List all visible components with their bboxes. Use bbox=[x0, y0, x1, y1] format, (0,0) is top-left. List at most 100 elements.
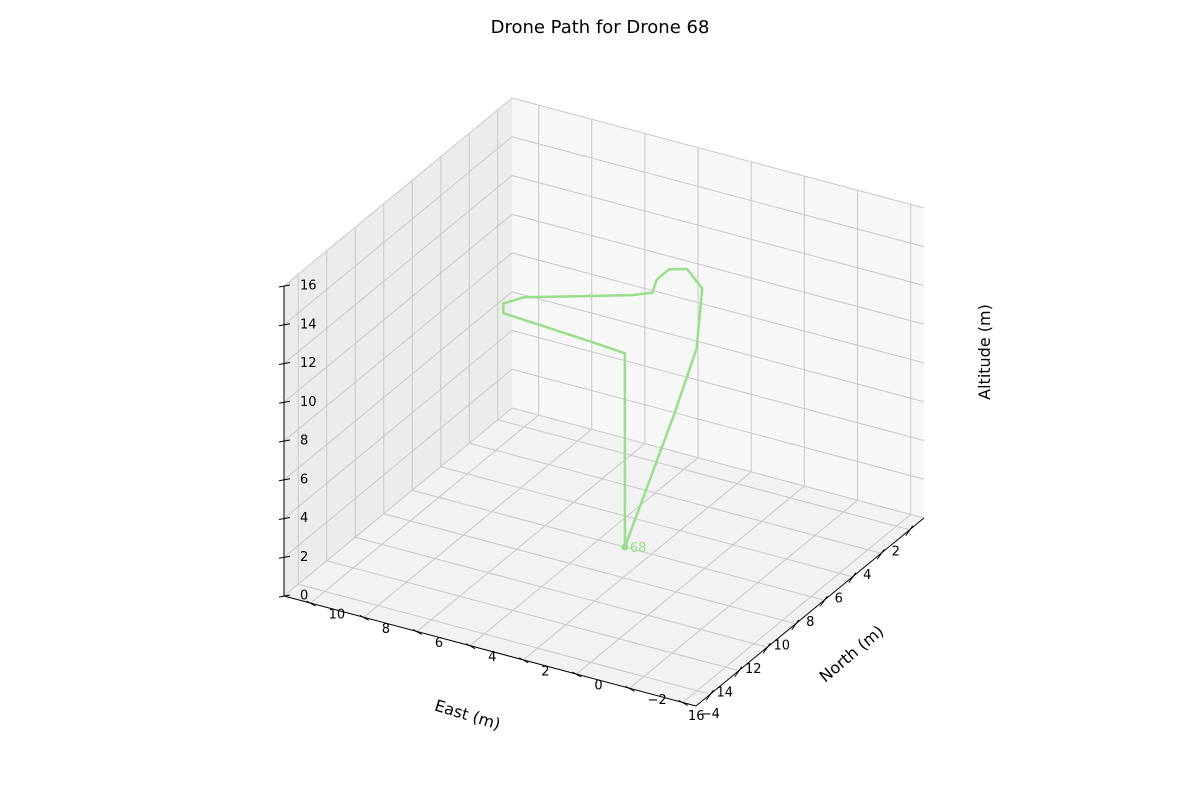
z-tick-mark bbox=[278, 323, 291, 327]
grid-y-floor bbox=[682, 514, 912, 703]
x-tick-label: 4 bbox=[863, 568, 871, 583]
x-tick-mark bbox=[762, 642, 771, 654]
x-tick-mark bbox=[876, 548, 885, 560]
x-tick-mark bbox=[819, 595, 828, 607]
z-axis-label: Altitude (m) bbox=[975, 304, 994, 400]
grid-z-left bbox=[511, 136, 925, 248]
z-tick-label: 12 bbox=[300, 356, 317, 371]
z-tick-mark bbox=[278, 439, 291, 443]
z-tick-label: 2 bbox=[300, 550, 308, 565]
drone-id-label: 68 bbox=[630, 541, 647, 556]
y-tick-mark bbox=[678, 700, 688, 706]
floor-pane bbox=[284, 408, 924, 706]
grid-z-back bbox=[283, 368, 513, 558]
grid-x-floor bbox=[497, 419, 910, 531]
y-tick-label: 4 bbox=[488, 650, 496, 665]
y-tick-mark bbox=[465, 643, 476, 650]
grid-z-left bbox=[511, 330, 925, 441]
grid-y-floor bbox=[629, 499, 858, 689]
y-tick-mark bbox=[306, 600, 316, 607]
y-tick-label: 8 bbox=[382, 622, 390, 637]
z-tick-label: 4 bbox=[300, 511, 308, 526]
grid-x-floor bbox=[298, 583, 711, 695]
y-tick-label: −2 bbox=[648, 693, 667, 708]
start-point-marker bbox=[621, 543, 629, 551]
grid-y-floor bbox=[310, 414, 539, 604]
y-tick-label: 10 bbox=[329, 608, 346, 623]
grid-z-back bbox=[283, 291, 513, 481]
grid-x-floor bbox=[412, 489, 825, 601]
x-tick-label: 2 bbox=[892, 544, 900, 559]
grid-x-floor bbox=[469, 442, 882, 554]
grid-z-left bbox=[511, 213, 925, 325]
y-tick-label: 2 bbox=[541, 664, 549, 679]
grid-y-floor bbox=[576, 485, 805, 675]
x-tick-label: 14 bbox=[716, 685, 733, 700]
drone-path-line bbox=[502, 267, 704, 549]
z-tick-mark bbox=[278, 555, 291, 559]
y-tick-mark bbox=[518, 657, 529, 664]
grid-y-floor bbox=[363, 428, 593, 618]
z-tick-mark bbox=[278, 362, 291, 365]
x-tick-label: 6 bbox=[835, 591, 843, 606]
x-axis-ticks: 2 4 6 8 10 12 14 16 bbox=[688, 525, 914, 724]
y-tick-mark bbox=[412, 629, 423, 635]
grid-x-floor bbox=[440, 466, 853, 578]
grid-z-back bbox=[283, 97, 513, 287]
grid-z-left bbox=[511, 97, 925, 209]
grid-y-floor bbox=[469, 457, 699, 647]
axes-panes bbox=[284, 98, 924, 706]
x-tick-label: 16 bbox=[688, 709, 705, 724]
grid-z-left bbox=[511, 175, 925, 286]
grid-z-back bbox=[283, 252, 513, 442]
grid-z-back bbox=[283, 136, 513, 326]
y-tick-label: −4 bbox=[701, 707, 720, 722]
x-axis-label: East (m) bbox=[432, 696, 502, 734]
grid-z-left bbox=[511, 291, 925, 403]
x-tick-label: 8 bbox=[806, 615, 814, 630]
grid-z-back bbox=[283, 407, 513, 597]
z-tick-mark bbox=[278, 400, 291, 404]
grid-z-left bbox=[511, 252, 925, 364]
chart-title: Drone Path for Drone 68 bbox=[491, 17, 710, 38]
grid-y-floor bbox=[522, 471, 752, 661]
y-tick-mark bbox=[572, 671, 582, 678]
x-tick-mark bbox=[848, 572, 857, 584]
y-axis-label: North (m) bbox=[816, 621, 888, 686]
grid-x-floor bbox=[383, 513, 796, 625]
y-axis-ticks: −4 −2 0 2 4 6 8 10 bbox=[306, 600, 720, 722]
y-tick-label: 6 bbox=[435, 636, 443, 651]
grid-z-back bbox=[283, 175, 513, 364]
z-axis-ticks: 0 2 4 6 8 10 12 14 16 bbox=[278, 279, 317, 604]
z-tick-mark bbox=[278, 517, 291, 520]
x-tick-mark bbox=[734, 666, 743, 678]
z-tick-label: 14 bbox=[300, 317, 317, 332]
z-tick-mark bbox=[278, 284, 291, 288]
grid-y-floor bbox=[416, 443, 646, 632]
grid-z-back bbox=[283, 213, 513, 403]
grid-x-floor bbox=[355, 536, 768, 648]
z-tick-label: 6 bbox=[300, 472, 308, 487]
y-tick-mark bbox=[625, 685, 635, 692]
series-layer: 68 bbox=[502, 267, 704, 556]
grid-lines bbox=[283, 97, 925, 703]
z-tick-label: 0 bbox=[300, 589, 308, 604]
z-tick-mark bbox=[278, 478, 291, 482]
x-tick-mark bbox=[705, 689, 714, 701]
z-tick-label: 16 bbox=[300, 279, 317, 294]
grid-x-floor bbox=[326, 560, 739, 672]
grid-z-left bbox=[511, 368, 925, 480]
x-axis-line bbox=[695, 517, 925, 707]
grid-z-left bbox=[511, 407, 925, 519]
z-tick-label: 8 bbox=[300, 434, 308, 449]
z-tick-mark bbox=[278, 594, 291, 598]
y-tick-mark bbox=[359, 614, 369, 621]
z-tick-label: 10 bbox=[300, 395, 317, 410]
x-tick-mark bbox=[791, 619, 800, 631]
x-tick-label: 10 bbox=[773, 638, 790, 653]
x-tick-label: 12 bbox=[745, 662, 762, 677]
grid-z-back bbox=[283, 330, 513, 519]
x-tick-mark bbox=[905, 525, 914, 537]
y-tick-label: 0 bbox=[594, 679, 602, 694]
